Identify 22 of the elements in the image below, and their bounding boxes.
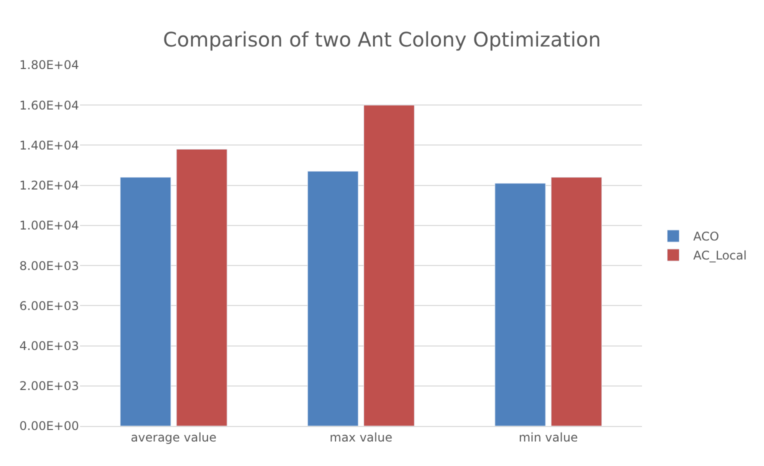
y-tick-label: 8.00E+03 bbox=[19, 258, 79, 273]
y-tick-label: 6.00E+03 bbox=[19, 298, 79, 313]
y-tick-label: 1.00E+04 bbox=[19, 218, 79, 233]
x-tick-label: max value bbox=[330, 430, 392, 444]
y-tick-label: 2.00E+03 bbox=[19, 379, 79, 394]
y-tick-label: 1.80E+04 bbox=[19, 58, 79, 72]
y-tick-label: 1.40E+04 bbox=[19, 138, 79, 152]
bar bbox=[550, 177, 602, 426]
y-tick-label: 1.60E+04 bbox=[19, 98, 79, 112]
x-tick-label: min value bbox=[518, 430, 578, 444]
chart-title: Comparison of two Ant Colony Optimization bbox=[163, 28, 601, 52]
bar bbox=[364, 104, 415, 426]
legend-label: AC_Local bbox=[693, 248, 747, 263]
x-tick-label: average value bbox=[130, 430, 217, 444]
y-tick-label: 1.20E+04 bbox=[19, 178, 79, 193]
bar bbox=[307, 171, 358, 426]
bar bbox=[120, 177, 172, 426]
bar bbox=[176, 148, 228, 426]
y-tick-label: 4.00E+03 bbox=[19, 338, 79, 353]
bar bbox=[494, 183, 546, 426]
y-tick-label: 0.00E+00 bbox=[19, 419, 79, 434]
legend-label: ACO bbox=[693, 230, 720, 244]
